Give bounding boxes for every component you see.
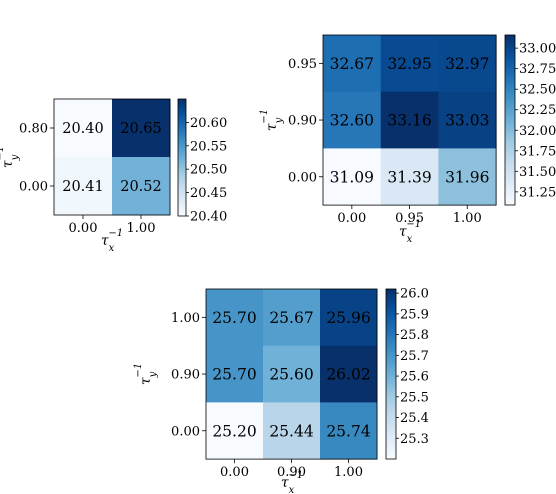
x-tick-label-0: 0.00 — [69, 221, 98, 236]
x-axis-label: τx−1 — [101, 228, 123, 254]
y-tick-label-2: 0.00 — [171, 424, 200, 439]
cell-value-label-r2-c0: 25.20 — [212, 422, 256, 440]
cell-value-label-r0-c1: 25.67 — [269, 309, 313, 327]
heatmap-cell-r2-c2 — [438, 148, 497, 206]
y-tick-label-1: 0.00 — [19, 180, 48, 195]
colorbar — [504, 34, 516, 206]
x-tick-label-0: 0.00 — [220, 465, 249, 480]
colorbar-tick-label-5: 25.5 — [400, 390, 429, 405]
colorbar-tick-label-3: 25.7 — [400, 349, 429, 364]
colorbar-tick-label-4: 32.00 — [519, 124, 556, 139]
x-tick-label-2: 1.00 — [453, 211, 482, 226]
heatmap-cell-r0-c1 — [380, 35, 439, 93]
colorbar-tick-label-0: 33.00 — [519, 42, 556, 57]
cell-value-label-r1-c0: 25.70 — [212, 366, 256, 384]
colorbar-tick-label-1: 32.75 — [519, 62, 556, 77]
heatmap-cell-r0-c2 — [438, 35, 497, 93]
colorbar — [177, 98, 187, 217]
y-tick-label-0: 0.95 — [288, 57, 317, 72]
colorbar-tick-label-2: 20.50 — [190, 163, 227, 178]
cell-value-label-r0-c0: 32.67 — [330, 55, 374, 73]
cell-value-label-r0-c0: 20.40 — [62, 121, 104, 137]
heatmap-cell-r0-c0 — [54, 99, 113, 158]
heatmap-cell-r2-c0 — [206, 402, 264, 460]
heatmap-cell-r2-c1 — [263, 402, 321, 460]
cell-value-label-r2-c1: 31.39 — [387, 168, 431, 186]
cell-value-label-r0-c2: 25.96 — [326, 309, 370, 327]
heatmap-panel-2: 32.67 32.95 32.97 32.60 33.16 33.03 31.09 31.39… — [259, 34, 556, 245]
colorbar-tick-label-7: 25.3 — [400, 432, 429, 447]
cell-value-label-r1-c1: 25.60 — [269, 366, 313, 384]
y-tick-label-1: 0.90 — [288, 114, 317, 129]
y-tick-label-2: 0.00 — [288, 170, 317, 185]
colorbar-tick-label-0: 20.60 — [190, 116, 227, 131]
cell-value-label-r1-c1: 33.16 — [387, 112, 431, 130]
x-axis-label: τx−1 — [399, 219, 421, 245]
colorbar-tick-label-4: 25.6 — [400, 370, 429, 385]
colorbar — [385, 288, 397, 460]
colorbar-tick-label-2: 32.50 — [519, 83, 556, 98]
colorbar-tick-label-1: 25.9 — [400, 307, 429, 322]
x-tick-label-1: 0.95 — [395, 211, 424, 226]
x-axis-label: τx−1 — [281, 470, 303, 494]
heatmap-cell-r1-c0 — [206, 345, 264, 403]
colorbar-tick-label-5: 31.75 — [519, 144, 556, 159]
colorbar-tick-label-2: 25.8 — [400, 328, 429, 343]
y-tick-label-0: 0.80 — [19, 122, 48, 137]
heatmap-frame — [53, 98, 171, 216]
x-tick-label-1: 0.90 — [277, 465, 306, 480]
colorbar-tick-label-6: 25.4 — [400, 411, 429, 426]
cell-value-label-r1-c2: 33.03 — [445, 112, 489, 130]
heatmap-cell-r0-c0 — [323, 35, 382, 93]
y-axis-label: τy−1 — [0, 146, 21, 168]
cell-value-label-r2-c2: 31.96 — [445, 168, 489, 186]
heatmap-cell-r2-c1 — [380, 148, 439, 206]
heatmap-cell-r1-c1 — [112, 157, 171, 216]
heatmap-cell-r0-c0 — [206, 289, 264, 347]
colorbar-tick-label-3: 32.25 — [519, 103, 556, 118]
heatmap-cell-r1-c1 — [380, 91, 439, 149]
heatmap-cell-r2-c2 — [320, 402, 378, 460]
heatmap-cell-r0-c1 — [263, 289, 321, 347]
colorbar-tick-label-7: 31.25 — [519, 185, 556, 200]
cell-value-label-r1-c0: 32.60 — [330, 112, 374, 130]
cell-value-label-r0-c2: 32.97 — [445, 55, 489, 73]
cell-value-label-r1-c2: 26.02 — [326, 366, 370, 384]
cell-value-label-r2-c0: 31.09 — [330, 168, 374, 186]
heatmap-cell-r1-c2 — [320, 345, 378, 403]
heatmap-cell-r2-c0 — [323, 148, 382, 206]
colorbar-tick-label-3: 20.45 — [190, 186, 227, 201]
heatmap-cell-r0-c1 — [112, 99, 171, 158]
cell-value-label-r0-c1: 20.65 — [120, 121, 162, 137]
x-tick-label-1: 1.00 — [127, 221, 156, 236]
x-tick-label-0: 0.00 — [337, 211, 366, 226]
cell-value-label-r2-c1: 25.44 — [269, 422, 314, 440]
colorbar-tick-label-6: 31.50 — [519, 165, 556, 180]
x-tick-label-2: 1.00 — [334, 465, 363, 480]
cell-value-label-r1-c0: 20.41 — [62, 179, 104, 195]
y-tick-label-1: 0.90 — [171, 368, 200, 383]
colorbar-tick-label-1: 20.55 — [190, 139, 227, 154]
heatmap-panel-3: 25.70 25.67 25.96 25.70 25.60 26.02 25.20 25.44… — [133, 287, 429, 494]
heatmap-cell-r1-c2 — [438, 91, 497, 149]
cell-value-label-r2-c2: 25.74 — [326, 422, 371, 440]
heatmap-cell-r1-c0 — [54, 157, 113, 216]
colorbar-tick-label-4: 20.40 — [190, 210, 227, 225]
y-axis-label: τy−1 — [259, 109, 285, 131]
cell-value-label-r0-c0: 25.70 — [212, 309, 256, 327]
heatmap-cell-r1-c0 — [323, 91, 382, 149]
heatmap-cell-r0-c2 — [320, 289, 378, 347]
cell-value-label-r0-c1: 32.95 — [387, 55, 431, 73]
y-axis-label: τy−1 — [133, 363, 159, 385]
cell-value-label-r1-c1: 20.52 — [120, 179, 162, 195]
y-tick-label-0: 1.00 — [171, 311, 200, 326]
heatmap-cell-r1-c1 — [263, 345, 321, 403]
colorbar-tick-label-0: 26.0 — [400, 287, 429, 302]
